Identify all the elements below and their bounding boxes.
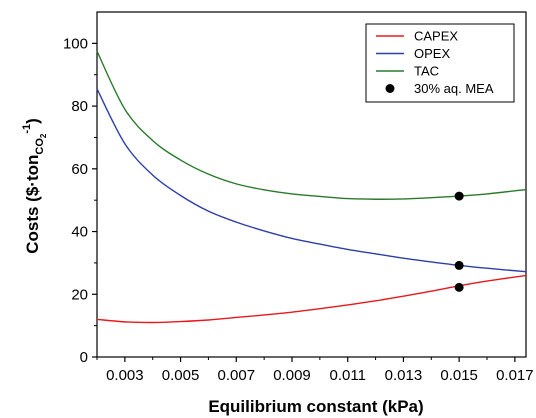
mea-marker	[454, 282, 464, 292]
y-axis-title: Costs ($·tonCO2 -1)	[21, 118, 48, 254]
legend: CAPEX OPEX TAC 30% aq. MEA	[365, 23, 515, 103]
y-axis-title-subsub: 2	[39, 133, 48, 138]
axis-ticks	[92, 42, 516, 362]
tick-labels: 0.003 0.005 0.007 0.009 0.011 0.013 0.015 0.017…	[63, 35, 534, 384]
y-tick-label: 0	[80, 349, 88, 366]
y-tick-label: 20	[71, 286, 88, 303]
x-tick-label: 0.003	[106, 367, 144, 384]
series-layer	[96, 50, 527, 324]
y-tick-label: 100	[63, 35, 88, 52]
y-axis-title-sup: -1	[21, 124, 33, 134]
x-tick-label: 0.009	[273, 367, 311, 384]
y-axis-title-sub: CO	[34, 138, 46, 155]
legend-entry: CAPEX	[414, 29, 458, 44]
x-tick-label: 0.011	[329, 367, 365, 384]
legend-entry: OPEX	[414, 46, 450, 61]
legend-entry: 30% aq. MEA	[414, 81, 494, 96]
x-axis-title: Equilibrium constant (kPa)	[208, 397, 423, 416]
marker-layer	[454, 191, 464, 292]
y-tick-label: 80	[71, 98, 88, 115]
mea-marker	[454, 260, 464, 270]
y-tick-label: 60	[71, 161, 88, 178]
plot-area	[96, 11, 527, 358]
x-tick-label: 0.005	[162, 367, 200, 384]
x-tick-label: 0.015	[440, 367, 478, 384]
series-line-opex	[96, 88, 527, 273]
y-axis-title-main: Costs ($·ton	[23, 155, 42, 254]
plot-frame	[96, 11, 527, 358]
y-tick-label: 40	[71, 224, 88, 241]
legend-entry: TAC	[414, 64, 439, 79]
x-tick-label: 0.017	[496, 367, 534, 384]
x-tick-label: 0.013	[385, 367, 423, 384]
legend-marker	[385, 84, 395, 93]
series-line-capex	[96, 274, 527, 324]
y-axis-title-close: )	[23, 118, 42, 124]
x-tick-label: 0.007	[218, 367, 256, 384]
mea-marker	[454, 191, 464, 201]
series-line-tac	[96, 50, 527, 200]
